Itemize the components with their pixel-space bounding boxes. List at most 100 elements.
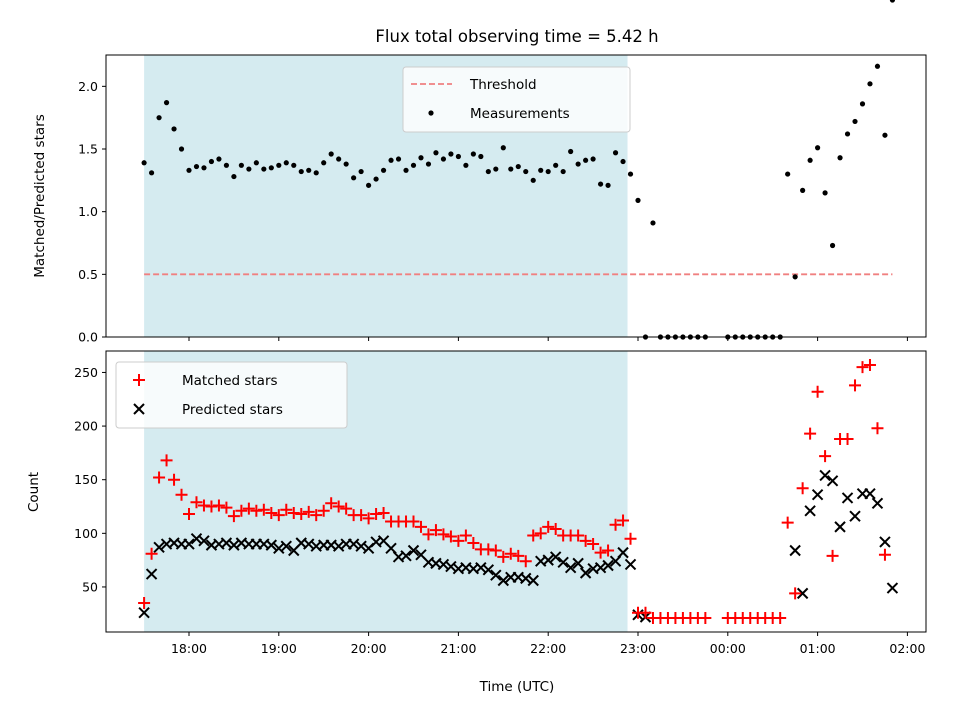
measurement-point [493,166,499,172]
predicted-star-point [841,492,854,504]
measurement-point [276,162,282,168]
x-tick-label: 18:00 [171,641,207,656]
measurement-point [508,166,514,172]
matched-star-point [789,587,802,600]
measurement-point [612,150,619,156]
measurement-point [380,167,387,173]
measurement-point [291,162,297,168]
measurement-point [515,163,521,170]
matched-star-point [242,502,255,515]
matched-star-point [534,527,547,540]
measurement-point [395,156,402,162]
matched-star-point [422,528,435,541]
matched-star-point [265,506,278,519]
matched-star-point [287,506,300,519]
measurement-point [246,166,252,172]
matched-star-point [362,512,375,525]
measurement-point [470,151,476,157]
matched-star-point [332,500,345,513]
measurements-legend-swatch [428,110,434,116]
matched-star-point [175,488,188,501]
measurement-point [201,165,207,171]
chart-title: Flux total observing time = 5.42 h [375,27,658,46]
matched-star-point [504,547,517,560]
predicted-star-point [811,489,824,501]
measurement-point [538,167,544,173]
predicted-star-point [886,582,899,594]
matched-star-point [699,612,712,625]
measurement-point [343,161,349,167]
measurement-point [792,274,798,280]
matched-star-point [856,361,869,374]
matched-star-point [826,549,839,562]
measurement-point [844,131,851,137]
predicted-star-point [265,539,278,551]
matched-star-point [796,482,809,495]
measurement-point [882,132,888,138]
x-tick-label: 23:00 [620,641,656,656]
predicted-legend-swatch [133,403,145,415]
measurement-point [171,126,177,132]
matched-star-point [617,514,630,527]
measurement-point [148,170,155,176]
matched-star-point [594,546,607,559]
measurement-point [268,165,274,171]
measurement-point [351,175,357,181]
counts-legend: Matched stars Predicted stars [115,361,348,429]
measurement-point [620,158,626,165]
predicted-star-point [572,557,584,570]
measurement-point [373,176,379,182]
measurement-point [141,160,147,166]
measurement-point [208,158,215,165]
measurement-point [785,171,791,177]
matched-star-point [183,508,195,521]
predicted-star-point [549,551,562,563]
measurement-point [358,168,364,175]
matched-star-point [414,520,427,533]
matched-star-point [407,515,420,528]
predicted-star-point [497,574,510,587]
predicted-star-point [879,536,891,548]
matched-star-point [220,501,233,514]
measurement-point [553,162,559,168]
matched-star-point [227,510,240,523]
matched-star-point [489,544,502,557]
predicted-star-point [145,568,158,580]
counts-legend-box [115,361,348,429]
ratio-y-axis-label: Matched/Predicted stars [32,114,48,277]
measurement-point [859,101,866,107]
matched-star-point [542,520,555,533]
measurement-point [403,167,409,173]
predicted-star-point [490,569,502,581]
ratio-axes-frame [105,54,927,338]
matched-star-point [602,544,615,557]
y-tick-label: 100 [74,526,98,541]
measurement-point [463,162,469,168]
measurement-point [560,168,566,175]
measurement-point [186,167,192,173]
matched-star-point [340,502,353,515]
predicted-star-point [138,606,150,619]
y-tick-label: 0.0 [78,330,98,345]
measurement-point [366,182,372,188]
matched-legend-swatch [133,374,145,386]
measurement-point [815,145,821,151]
measurement-point [223,162,230,168]
measurement-point [837,155,843,161]
matched-star-point [370,508,383,521]
measurement-point [156,115,162,121]
x-tick-label: 02:00 [889,641,925,656]
predicted-star-point [804,505,816,517]
matched-star-point [804,427,817,440]
predicted-star-point [542,554,554,566]
measurement-point [261,166,267,172]
measurement-point [455,153,461,160]
predicted-star-point [819,469,831,482]
measurement-point [627,171,634,177]
matched-star-point [310,509,323,522]
measurement-point [283,160,289,166]
x-tick-label: 22:00 [530,641,566,656]
matched-star-point [168,473,181,486]
matched-star-point [482,543,495,556]
predicted-star-point [849,510,861,522]
